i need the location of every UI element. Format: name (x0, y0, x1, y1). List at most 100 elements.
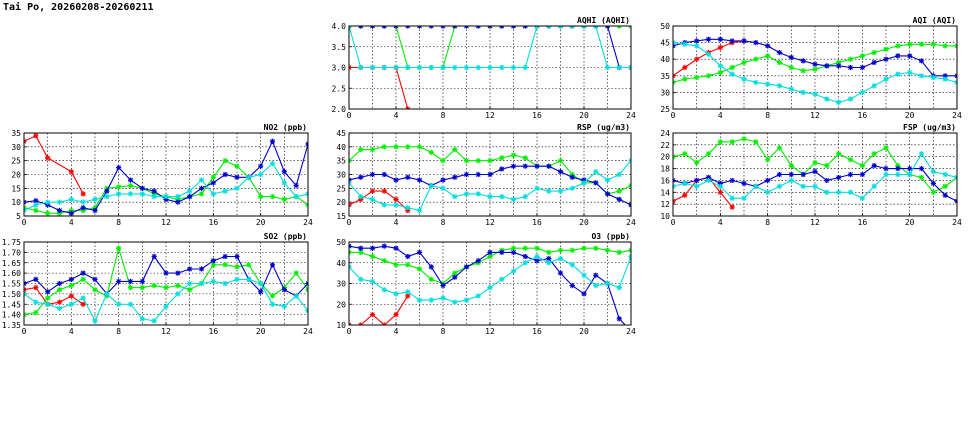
data-point-green (246, 262, 252, 268)
data-point-blue (116, 278, 122, 285)
x-tick-label: 8 (765, 218, 770, 227)
data-point-blue (788, 54, 794, 61)
data-point-cyan (56, 199, 63, 205)
data-point-cyan (604, 64, 611, 71)
data-point-blue (68, 210, 74, 216)
data-point-cyan (895, 171, 901, 178)
y-tick-label: 12 (660, 200, 670, 209)
data-point-green (729, 64, 735, 71)
data-point-green (68, 282, 74, 289)
data-point-green (510, 152, 517, 158)
data-point-green (151, 282, 157, 289)
y-tick-label: 1.75 (2, 238, 21, 247)
data-point-blue (24, 199, 27, 205)
data-point-green (729, 139, 735, 145)
data-point-cyan (281, 303, 287, 309)
data-point-cyan (405, 64, 411, 71)
y-tick-label: 30 (336, 171, 346, 180)
data-point-blue (510, 26, 517, 29)
data-point-cyan (116, 191, 122, 197)
data-point-cyan (358, 276, 364, 282)
data-point-blue (405, 174, 411, 180)
data-point-green (428, 149, 434, 155)
data-point-green (416, 144, 423, 150)
data-point-green (753, 139, 759, 145)
data-point-cyan (487, 64, 493, 71)
chart-fsp: 0 4 8 12 16 20 24 10 12 14 16 18 20 22 24 FSP (ug/m3) (660, 123, 962, 227)
data-point-cyan (895, 71, 901, 77)
data-point-blue (836, 63, 842, 69)
x-tick-label: 12 (485, 327, 495, 336)
data-point-blue (187, 194, 193, 200)
data-point-red (80, 301, 86, 307)
data-point-green (907, 41, 913, 47)
y-tick-label: 40 (660, 55, 670, 64)
data-point-green (127, 285, 134, 291)
data-point-cyan (68, 301, 74, 307)
data-point-cyan (604, 280, 611, 287)
data-point-blue (305, 280, 308, 287)
data-point-blue (452, 26, 458, 29)
data-point-red (349, 322, 352, 325)
data-point-cyan (581, 180, 587, 186)
data-point-cyan (416, 297, 423, 303)
data-point-cyan (127, 301, 134, 307)
data-point-cyan (440, 185, 446, 191)
data-point-green (45, 210, 51, 216)
chart-title: AQI (AQI) (913, 16, 956, 25)
data-point-blue (405, 26, 411, 29)
data-point-blue (151, 188, 157, 194)
data-point-blue (705, 36, 712, 42)
data-point-green (942, 43, 948, 49)
data-point-cyan (349, 26, 352, 29)
x-tick-label: 4 (394, 327, 399, 336)
data-point-green (463, 158, 470, 164)
data-point-cyan (187, 188, 193, 194)
data-point-red (68, 293, 74, 299)
data-point-blue (175, 199, 181, 205)
data-point-cyan (393, 291, 399, 297)
data-point-green (475, 158, 481, 164)
x-tick-label: 8 (765, 111, 770, 120)
data-point-green (452, 147, 458, 153)
x-tick-label: 0 (671, 111, 676, 120)
plot-frame (23, 241, 309, 326)
data-point-green (56, 287, 63, 293)
data-point-cyan (616, 285, 622, 291)
data-point-blue (393, 245, 399, 251)
data-point-cyan (92, 318, 98, 324)
data-point-cyan (452, 299, 458, 305)
y-tick-label: 3.5 (332, 43, 347, 52)
data-point-cyan (463, 64, 470, 71)
data-point-blue (475, 258, 481, 264)
data-point-cyan (930, 168, 936, 175)
chart-o3: 0 4 8 12 16 20 24 10 20 30 40 50 O3 (ppb) (336, 232, 636, 336)
data-point-cyan (557, 256, 564, 262)
data-point-blue (487, 249, 493, 255)
data-point-cyan (369, 196, 376, 202)
data-point-green (717, 139, 723, 145)
x-tick-label: 0 (347, 327, 352, 336)
data-point-cyan (369, 278, 376, 285)
data-point-green (381, 144, 387, 150)
series-group (673, 136, 957, 210)
plot-frame (348, 25, 632, 110)
x-tick-label: 16 (858, 218, 868, 227)
data-point-blue (871, 163, 877, 169)
data-point-blue (381, 26, 387, 29)
chart-title: FSP (ug/m3) (903, 123, 956, 132)
data-point-cyan (522, 260, 528, 266)
data-point-cyan (812, 91, 818, 97)
data-point-green (33, 309, 39, 316)
data-point-cyan (741, 76, 747, 82)
data-point-blue (416, 177, 423, 183)
data-point-cyan (546, 26, 552, 29)
data-point-red (381, 188, 387, 194)
data-point-blue (776, 49, 783, 56)
data-point-green (824, 163, 830, 169)
data-point-green (234, 264, 240, 270)
data-point-green (776, 59, 783, 66)
data-point-green (557, 247, 564, 253)
data-point-blue (546, 163, 552, 169)
data-point-green (930, 189, 936, 195)
